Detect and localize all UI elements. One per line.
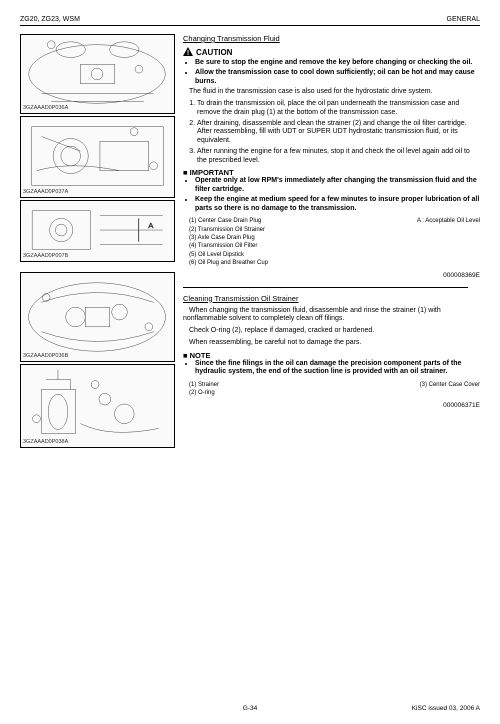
issue-info: KiSC issued 03, 2006 A [412, 705, 480, 712]
section2-p2: Check O-ring (2), replace if damaged, cr… [183, 327, 480, 336]
legend-right: A : Acceptable Oil Level [417, 217, 480, 225]
caution-item: Allow the transmission case to cool down… [195, 69, 480, 87]
legend-item: (6) Oil Plug and Breather Cup [189, 259, 480, 267]
intro-text: The fluid in the transmission case is al… [183, 88, 480, 97]
caution-list: Be sure to stop the engine and remove th… [183, 59, 480, 86]
figure-5-label: 3GZAAAD0P038A [23, 439, 68, 445]
steps-list: To drain the transmission oil, place the… [183, 100, 480, 165]
caution-item: Be sure to stop the engine and remove th… [195, 59, 480, 68]
step-item: To drain the transmission oil, place the… [197, 100, 480, 118]
important-item: Keep the engine at medium speed for a fe… [195, 196, 480, 214]
figure-2-label: 3GZAAAD0P037A [23, 189, 68, 195]
figure-1-label: 3GZAAAD0P036A [23, 105, 68, 111]
figure-3-label: 3GZAAAD0P007B [23, 253, 68, 259]
note-label: NOTE [190, 351, 211, 360]
legend-item: (2) O-ring [189, 389, 480, 397]
legend-item: (1) Center Case Drain Plug [189, 217, 261, 225]
section-divider [183, 287, 468, 288]
figures-column: 3GZAAAD0P036A 3GZAAAD0P037A A 3GZAAAD0P0… [20, 34, 175, 450]
section2-title: Cleaning Transmission Oil Strainer [183, 294, 480, 303]
note-item: Since the fine filings in the oil can da… [195, 360, 480, 378]
legend-item: (5) Oil Level Dipstick [189, 251, 480, 259]
section1-title: Changing Transmission Fluid [183, 34, 480, 43]
figure-3: A 3GZAAAD0P007B [20, 200, 175, 262]
legend-1: (1) Center Case Drain Plug A : Acceptabl… [189, 217, 480, 267]
figure-1: 3GZAAAD0P036A [20, 34, 175, 114]
header-right: GENERAL [447, 16, 480, 23]
page-footer: G-34 KiSC issued 03, 2006 A [0, 705, 500, 712]
important-block: ■ IMPORTANT [183, 168, 480, 177]
legend-item: (3) Axle Case Drain Plug [189, 234, 480, 242]
caution-heading: ! CAUTION [183, 47, 480, 57]
figure-4-label: 3GZAAAD0P036B [23, 353, 68, 359]
figure-4: 3GZAAAD0P036B [20, 272, 175, 362]
svg-text:!: ! [187, 50, 189, 57]
caution-icon: ! [183, 47, 193, 57]
figure-2: 3GZAAAD0P037A [20, 116, 175, 198]
svg-text:A: A [148, 221, 154, 230]
important-label: IMPORTANT [190, 168, 234, 177]
doc-code-2: 000006371E [183, 402, 480, 409]
step-item: After draining, disassemble and clean th… [197, 120, 480, 146]
legend-item: (4) Transmission Oil Filter [189, 242, 480, 250]
legend-item: (1) Strainer [189, 381, 219, 389]
step-item: After running the engine for a few minut… [197, 148, 480, 166]
figure-5: 3GZAAAD0P038A [20, 364, 175, 448]
page-number: G-34 [243, 705, 257, 712]
important-item: Operate only at low RPM's immediately af… [195, 177, 480, 195]
note-list: Since the fine filings in the oil can da… [183, 360, 480, 378]
legend-2: (1) Strainer (3) Center Case Cover (2) O… [189, 381, 480, 398]
page-header: ZG20, ZG23, WSM GENERAL [20, 16, 480, 26]
legend-item: (2) Transmission Oil Strainer [189, 226, 480, 234]
section2-p1: When changing the transmission fluid, di… [183, 307, 480, 325]
important-list: Operate only at low RPM's immediately af… [183, 177, 480, 213]
header-left: ZG20, ZG23, WSM [20, 16, 80, 23]
text-column: Changing Transmission Fluid ! CAUTION Be… [183, 34, 480, 450]
legend-right-2: (3) Center Case Cover [420, 381, 480, 389]
caution-label: CAUTION [196, 48, 232, 57]
note-block: ■ NOTE [183, 351, 480, 360]
doc-code-1: 000008369E [183, 272, 480, 279]
section2-p3: When reassembling, be careful not to dam… [183, 339, 480, 348]
